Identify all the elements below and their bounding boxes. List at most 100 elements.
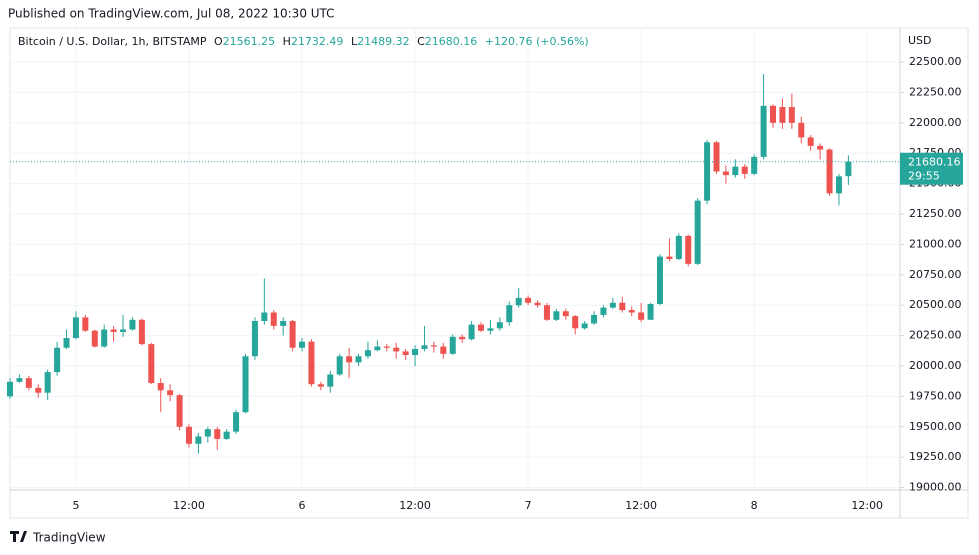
x-tick-label: 8	[751, 499, 758, 512]
candle-body	[600, 307, 607, 315]
candle-body	[157, 383, 164, 391]
y-tick-label: 21250.00	[909, 207, 962, 220]
candle-body	[826, 149, 833, 194]
candle-body	[299, 341, 306, 348]
high-value: 21732.49	[291, 35, 344, 48]
candle-body	[261, 312, 268, 322]
x-tick-label: 6	[299, 499, 306, 512]
candle-body	[280, 321, 287, 326]
candle-body	[468, 324, 475, 340]
candles	[7, 74, 852, 454]
candle-body	[496, 322, 503, 329]
candle-body	[167, 390, 174, 396]
candle-body	[440, 346, 447, 354]
candle-body	[251, 321, 258, 357]
candle-body	[7, 381, 13, 397]
y-tick-label: 20000.00	[909, 359, 962, 372]
candle-body	[713, 142, 720, 172]
candle-body	[779, 107, 786, 123]
candle-body	[185, 426, 192, 444]
candle-body	[487, 328, 494, 331]
open-value: 21561.25	[223, 35, 276, 48]
ohlc-key: L	[351, 35, 358, 48]
candle-body	[120, 329, 127, 332]
candle-body	[685, 235, 692, 264]
y-tick-label: 19750.00	[909, 389, 962, 402]
candle-body	[534, 302, 541, 306]
candle-body	[760, 105, 767, 157]
price-tag	[900, 152, 963, 185]
x-tick-label: 7	[525, 499, 532, 512]
y-tick-label: 19250.00	[909, 450, 962, 463]
logo: TradingView	[10, 531, 106, 545]
candle-body	[619, 302, 626, 311]
legend: Bitcoin / U.S. Dollar, 1h, BITSTAMP O215…	[18, 35, 589, 48]
x-tick-label: 5	[72, 499, 79, 512]
candle-body	[591, 314, 598, 324]
candle-body	[807, 137, 814, 146]
candle-body	[770, 105, 777, 123]
chart-frame	[9, 27, 969, 519]
candle-body	[364, 350, 371, 357]
low-value: 21489.32	[357, 35, 410, 48]
candle-body	[317, 384, 324, 387]
candle-body	[44, 372, 51, 393]
y-tick-label: 19000.00	[909, 481, 962, 494]
close-value: 21680.16	[425, 35, 478, 48]
published-note: Published on TradingView.com, Jul 08, 20…	[8, 7, 335, 21]
candle-body	[478, 324, 484, 331]
candle-body	[656, 256, 663, 304]
candle-body	[16, 378, 23, 382]
y-tick-label: 22000.00	[909, 116, 962, 129]
candle-body	[675, 235, 682, 259]
y-tick-label: 21000.00	[909, 237, 962, 250]
candle-body	[214, 429, 221, 439]
x-tick-label: 12:00	[625, 499, 657, 512]
candle-body	[82, 317, 89, 331]
candle-body	[628, 310, 635, 313]
candle-body	[35, 387, 42, 393]
candle-body	[798, 122, 805, 138]
candle-body	[430, 345, 437, 347]
change-label: +120.76 (+0.56%)	[485, 35, 589, 48]
candle-body	[412, 348, 419, 356]
candle-body	[63, 338, 70, 348]
currency-label: USD	[908, 34, 932, 47]
candle-body	[788, 107, 795, 123]
candle-body	[355, 356, 362, 363]
x-tick-label: 12:00	[173, 499, 205, 512]
candle-body	[129, 319, 136, 330]
countdown: 29:55	[908, 170, 940, 183]
candle-body	[195, 436, 202, 444]
candle-body	[91, 330, 98, 347]
candle-body	[289, 321, 296, 348]
candle-body	[817, 145, 824, 150]
candle-body	[543, 305, 550, 320]
y-tick-label: 19500.00	[909, 420, 962, 433]
y-tick-label: 20500.00	[909, 298, 962, 311]
price-tag-value: 21680.16	[908, 156, 961, 169]
candle-body	[835, 176, 842, 194]
y-tick-label: 20750.00	[909, 268, 962, 281]
candle-body	[581, 323, 588, 329]
candle-body	[402, 351, 409, 356]
candle-body	[449, 336, 456, 354]
candle-body	[25, 378, 32, 388]
ohlc-key: O	[214, 35, 223, 48]
candle-body	[374, 346, 381, 351]
candle-body	[393, 347, 400, 352]
candle-body	[638, 312, 645, 320]
candle-body	[506, 305, 513, 323]
candle-body	[562, 311, 569, 317]
candle-body	[327, 374, 334, 387]
grid	[10, 28, 900, 490]
candle-body	[138, 319, 145, 345]
x-tick-label: 12:00	[851, 499, 883, 512]
candle-body	[515, 297, 522, 306]
candle-body	[421, 345, 428, 349]
candle-body	[666, 256, 673, 259]
candle-body	[270, 312, 277, 326]
candle-body	[704, 142, 711, 201]
candle-body	[204, 429, 211, 437]
